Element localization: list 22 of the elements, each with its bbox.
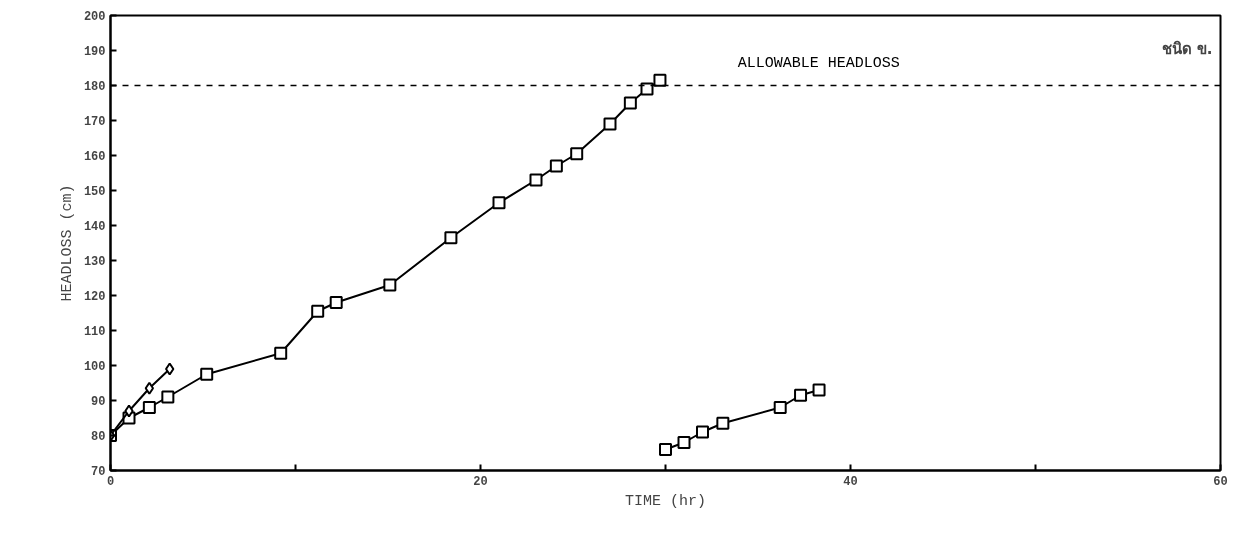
y-tick-label: 170 <box>83 115 106 129</box>
y-tick-label: 150 <box>83 185 106 199</box>
y-tick-label: 180 <box>83 80 106 94</box>
x-tick-label: 20 <box>473 474 488 489</box>
y-tick-label: 90 <box>91 395 106 409</box>
ref-line-label: ALLOWABLE HEADLOSS <box>737 54 900 72</box>
y-tick-label: 160 <box>83 150 106 164</box>
y-tick-label: 120 <box>83 290 106 304</box>
y-axis-title: HEADLOSS (cm) <box>58 184 76 302</box>
x-axis-title: TIME (hr) <box>624 492 707 510</box>
x-tick-label: 40 <box>843 474 858 489</box>
y-tick-label: 200 <box>83 10 106 24</box>
y-tick-label: 70 <box>91 465 106 479</box>
y-tick-label: 100 <box>83 360 106 374</box>
x-tick-label: 0 <box>106 474 115 489</box>
x-tick-label: 60 <box>1213 474 1228 489</box>
y-tick-label: 140 <box>83 220 106 234</box>
y-tick-label: 190 <box>83 45 106 59</box>
annotation: ชนิด ข. <box>1161 39 1213 58</box>
y-tick-label: 110 <box>83 325 106 339</box>
y-tick-label: 130 <box>83 255 106 269</box>
y-tick-label: 80 <box>91 430 106 444</box>
